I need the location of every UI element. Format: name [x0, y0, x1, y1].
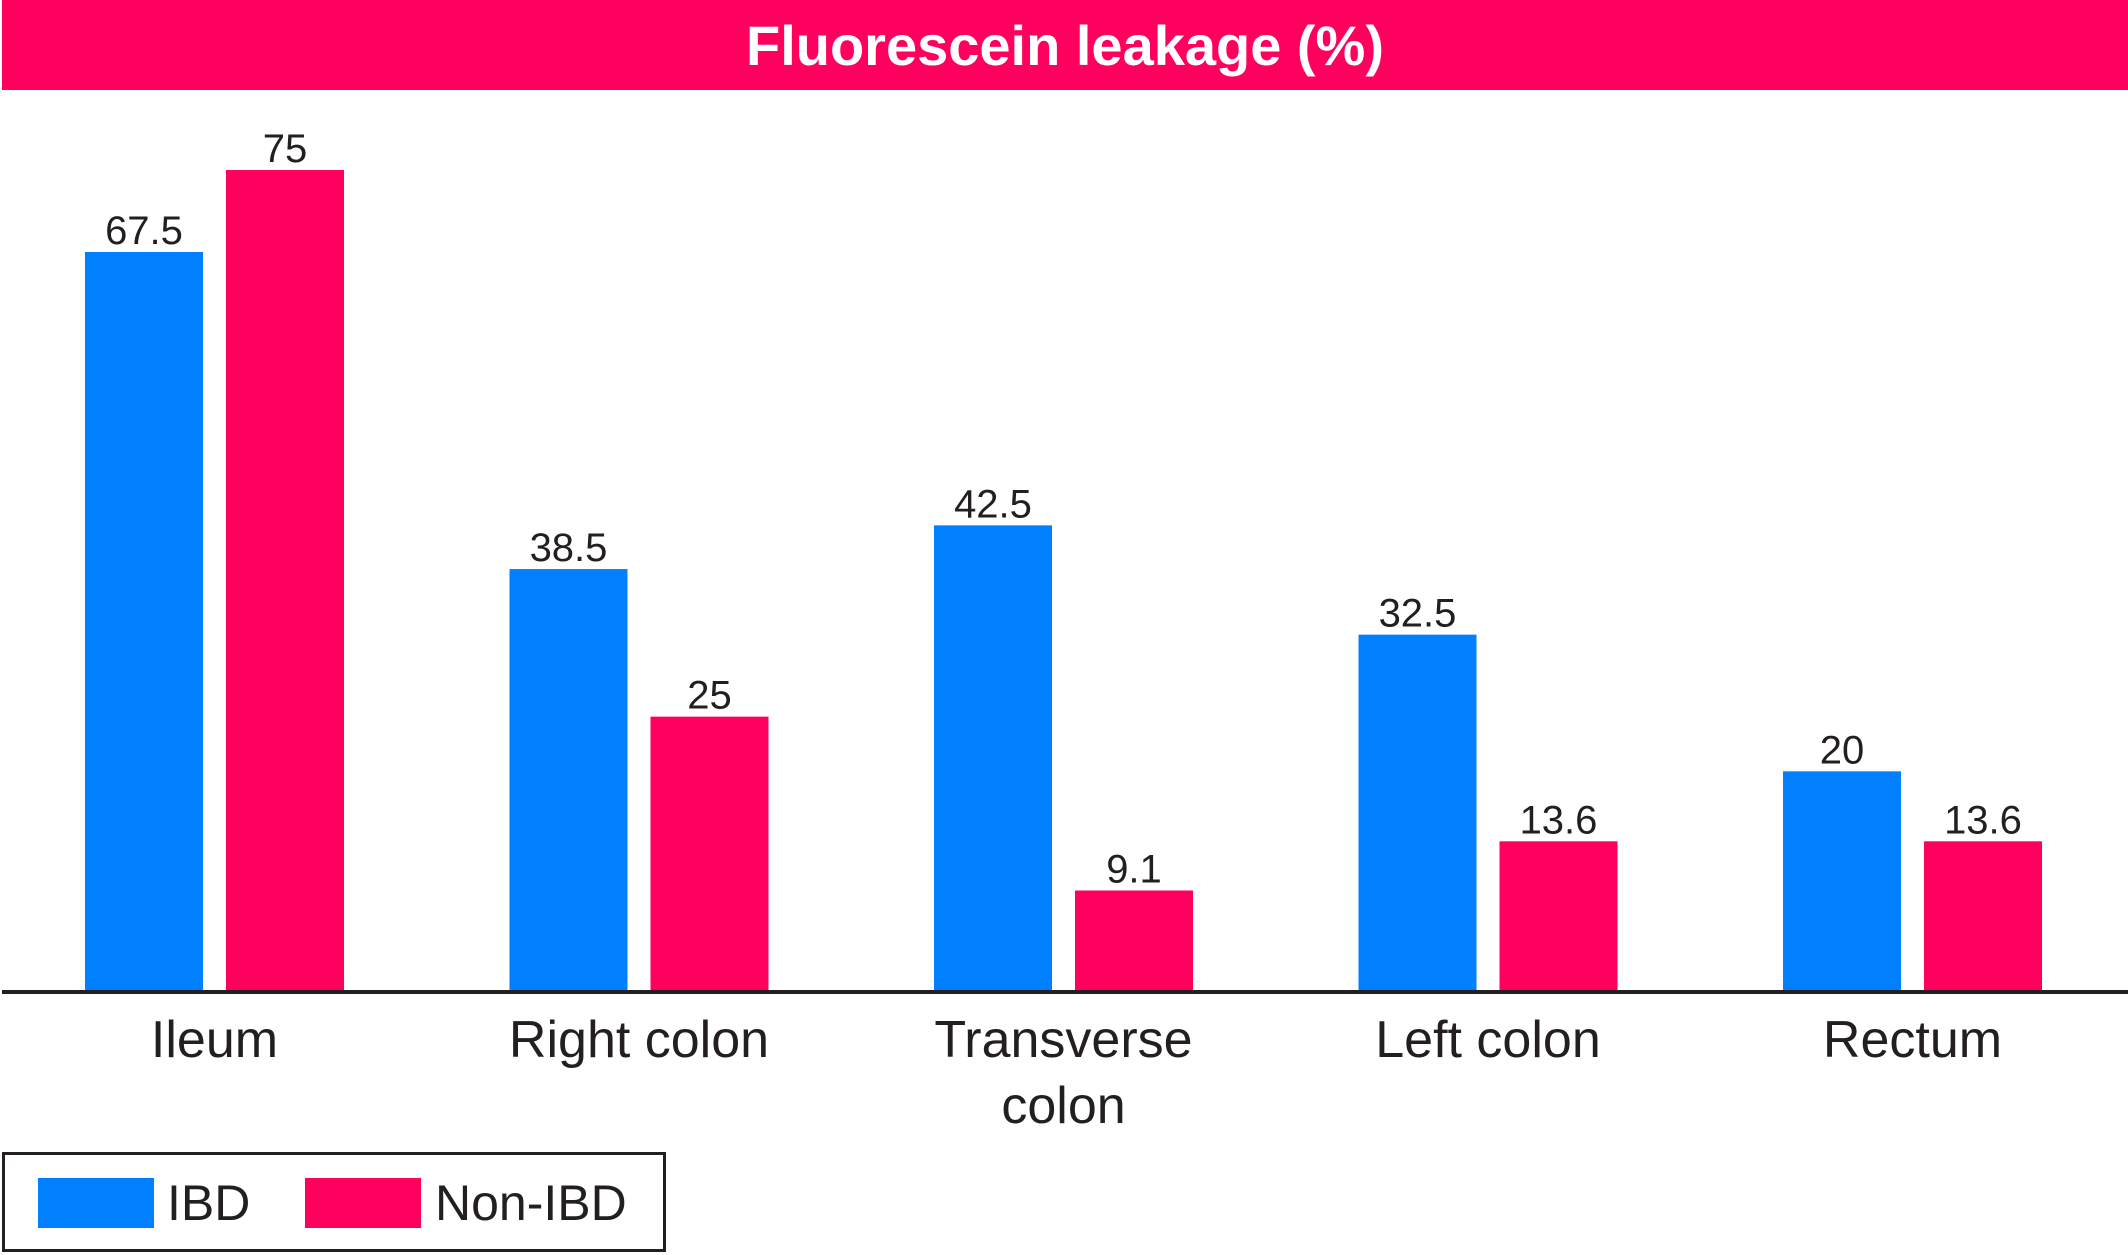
bar-ibd-ileum [85, 252, 203, 990]
data-label-non-ibd-right-colon: 25 [687, 674, 732, 718]
category-label-left-colon: Left colon [1375, 1011, 1601, 1069]
category-label-ileum: Ileum [151, 1011, 278, 1069]
bar-non-ibd-right-colon [650, 716, 769, 990]
data-label-non-ibd-left-colon: 13.6 [1520, 798, 1598, 842]
legend-label-non-ibd: Non-IBD [435, 1175, 627, 1231]
category-label-rectum: Rectum [1823, 1011, 2002, 1069]
data-label-non-ibd-transverse-colon: 9.1 [1106, 848, 1162, 892]
data-label-ibd-right-colon: 38.5 [530, 526, 608, 570]
bar-non-ibd-transverse-colon [1075, 890, 1193, 990]
data-label-non-ibd-ileum: 75 [263, 127, 308, 171]
data-label-ibd-left-colon: 32.5 [1379, 592, 1457, 636]
category-label-right-colon: Right colon [509, 1011, 769, 1069]
category-label-transverse-colon: Transverse colon [934, 1011, 1192, 1135]
chart-title-bar: Fluorescein leakage (%) [2, 0, 2128, 90]
legend: IBD Non-IBD [2, 1152, 666, 1252]
bar-non-ibd-left-colon [1499, 841, 1618, 990]
bar-non-ibd-rectum [1924, 841, 2042, 990]
data-label-ibd-transverse-colon: 42.5 [954, 482, 1032, 526]
chart-title: Fluorescein leakage (%) [745, 13, 1384, 77]
legend-label-ibd: IBD [167, 1175, 251, 1231]
bar-ibd-transverse-colon [934, 525, 1052, 990]
bar-non-ibd-ileum [226, 170, 344, 990]
data-label-non-ibd-rectum: 13.6 [1944, 798, 2022, 842]
data-label-ibd-ileum: 67.5 [105, 209, 183, 253]
legend-swatch-non-ibd [305, 1178, 421, 1228]
data-label-ibd-rectum: 20 [1820, 728, 1865, 772]
bar-ibd-right-colon [509, 569, 628, 990]
legend-swatch-ibd [38, 1178, 154, 1228]
bar-ibd-left-colon [1358, 634, 1477, 990]
bar-ibd-rectum [1783, 771, 1901, 990]
